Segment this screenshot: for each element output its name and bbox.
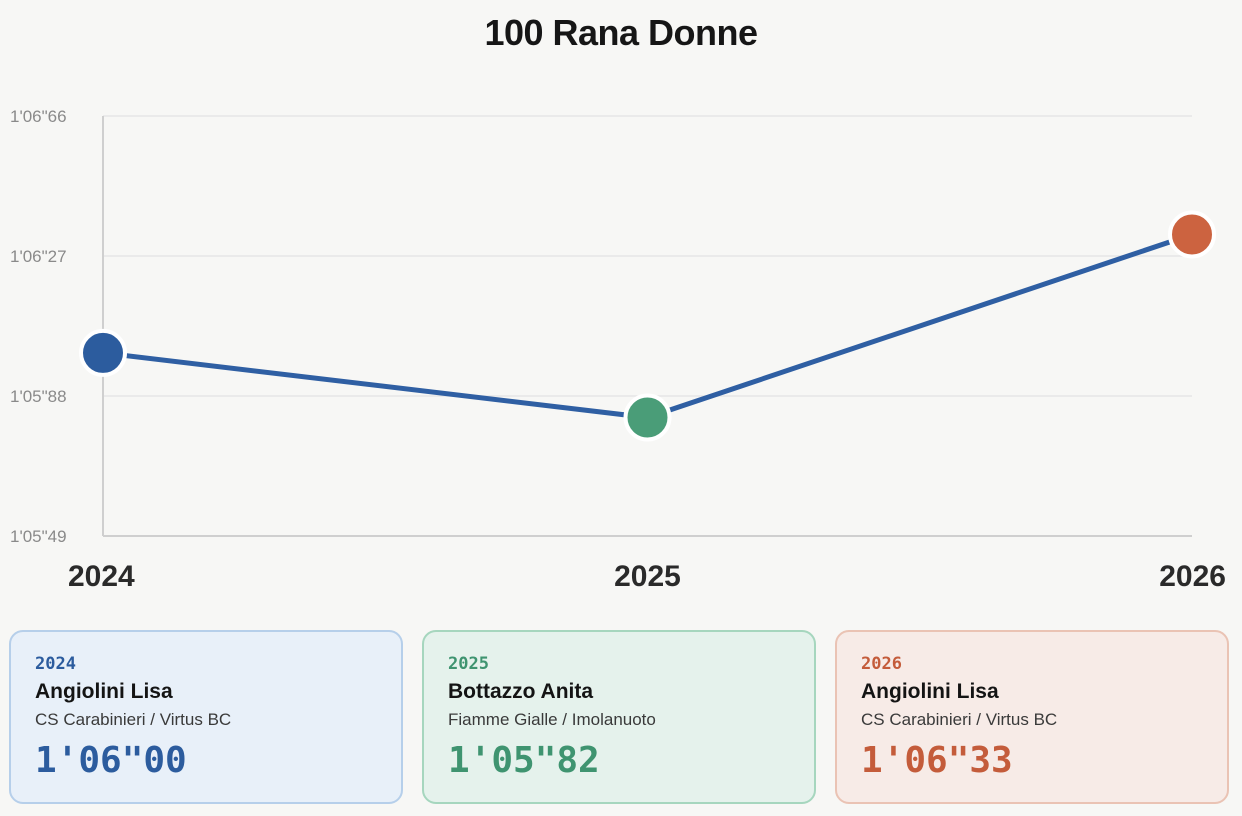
data-point — [79, 328, 127, 377]
athlete-club: CS Carabinieri / Virtus BC — [35, 710, 232, 729]
athlete-name: Angiolini Lisa — [861, 680, 999, 703]
result-cards: 2024 Angiolini Lisa CS Carabinieri / Vir… — [9, 630, 1229, 804]
y-tick-label: 1'06"66 — [10, 107, 67, 126]
result-card-2024[interactable]: 2024 Angiolini Lisa CS Carabinieri / Vir… — [9, 630, 403, 804]
athlete-name: Angiolini Lisa — [35, 680, 173, 703]
data-point — [1168, 210, 1216, 259]
data-point — [623, 393, 672, 442]
result-card-2025[interactable]: 2025 Bottazzo Anita Fiamme Gialle / Imol… — [422, 630, 816, 804]
athlete-name: Bottazzo Anita — [448, 680, 594, 703]
card-year: 2024 — [35, 654, 76, 674]
card-year: 2025 — [448, 654, 489, 674]
result-time: 1'05"82 — [448, 740, 600, 781]
chart-title: 100 Rana Donne — [484, 12, 758, 53]
athlete-club: CS Carabinieri / Virtus BC — [861, 710, 1058, 729]
y-tick-label: 1'05"88 — [10, 387, 67, 406]
card-year: 2026 — [861, 654, 902, 674]
x-tick-label: 2024 — [68, 560, 135, 593]
x-tick-label: 2025 — [614, 560, 681, 593]
x-tick-label: 2026 — [1159, 560, 1226, 593]
result-time: 1'06"33 — [861, 740, 1013, 781]
line-chart: 1'05"49 1'05"88 1'06"27 1'06"66 2024 2025 2026 — [10, 107, 1226, 593]
result-time: 1'06"00 — [35, 740, 187, 781]
y-tick-label: 1'06"27 — [10, 247, 67, 266]
result-card-2026[interactable]: 2026 Angiolini Lisa CS Carabinieri / Vir… — [835, 630, 1229, 804]
y-tick-label: 1'05"49 — [10, 527, 67, 546]
series-line — [100, 231, 1195, 421]
athlete-club: Fiamme Gialle / Imolanuoto — [448, 710, 656, 729]
